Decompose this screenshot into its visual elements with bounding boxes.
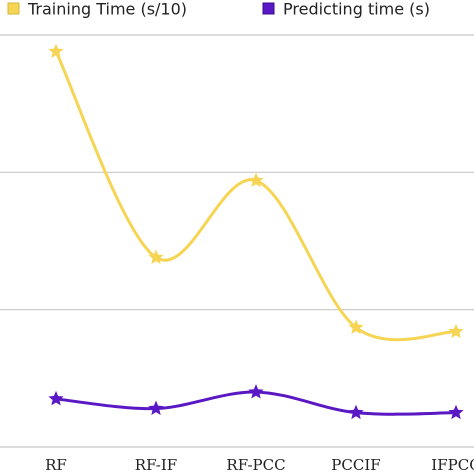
star-marker <box>48 390 64 406</box>
star-marker <box>448 404 464 420</box>
x-tick-label: PCCIF <box>331 456 380 474</box>
x-tick-label: IFPCC <box>431 456 474 474</box>
star-marker <box>448 323 464 339</box>
x-tick-label: RF <box>45 456 67 474</box>
star-marker <box>48 43 64 58</box>
star-marker <box>148 400 164 415</box>
star-marker <box>148 249 164 264</box>
star-marker <box>348 404 364 420</box>
legend-swatch <box>262 2 275 15</box>
legend-label: Predicting time (s) <box>283 0 430 19</box>
star-marker <box>248 172 264 187</box>
star-marker <box>348 319 364 334</box>
x-tick-label: RF-PCC <box>226 456 285 474</box>
x-tick-label: RF-IF <box>135 456 177 474</box>
legend-swatch <box>7 2 20 15</box>
series-line <box>54 50 457 342</box>
legend-label: Training Time (s/10) <box>27 0 187 19</box>
star-marker <box>248 384 264 399</box>
